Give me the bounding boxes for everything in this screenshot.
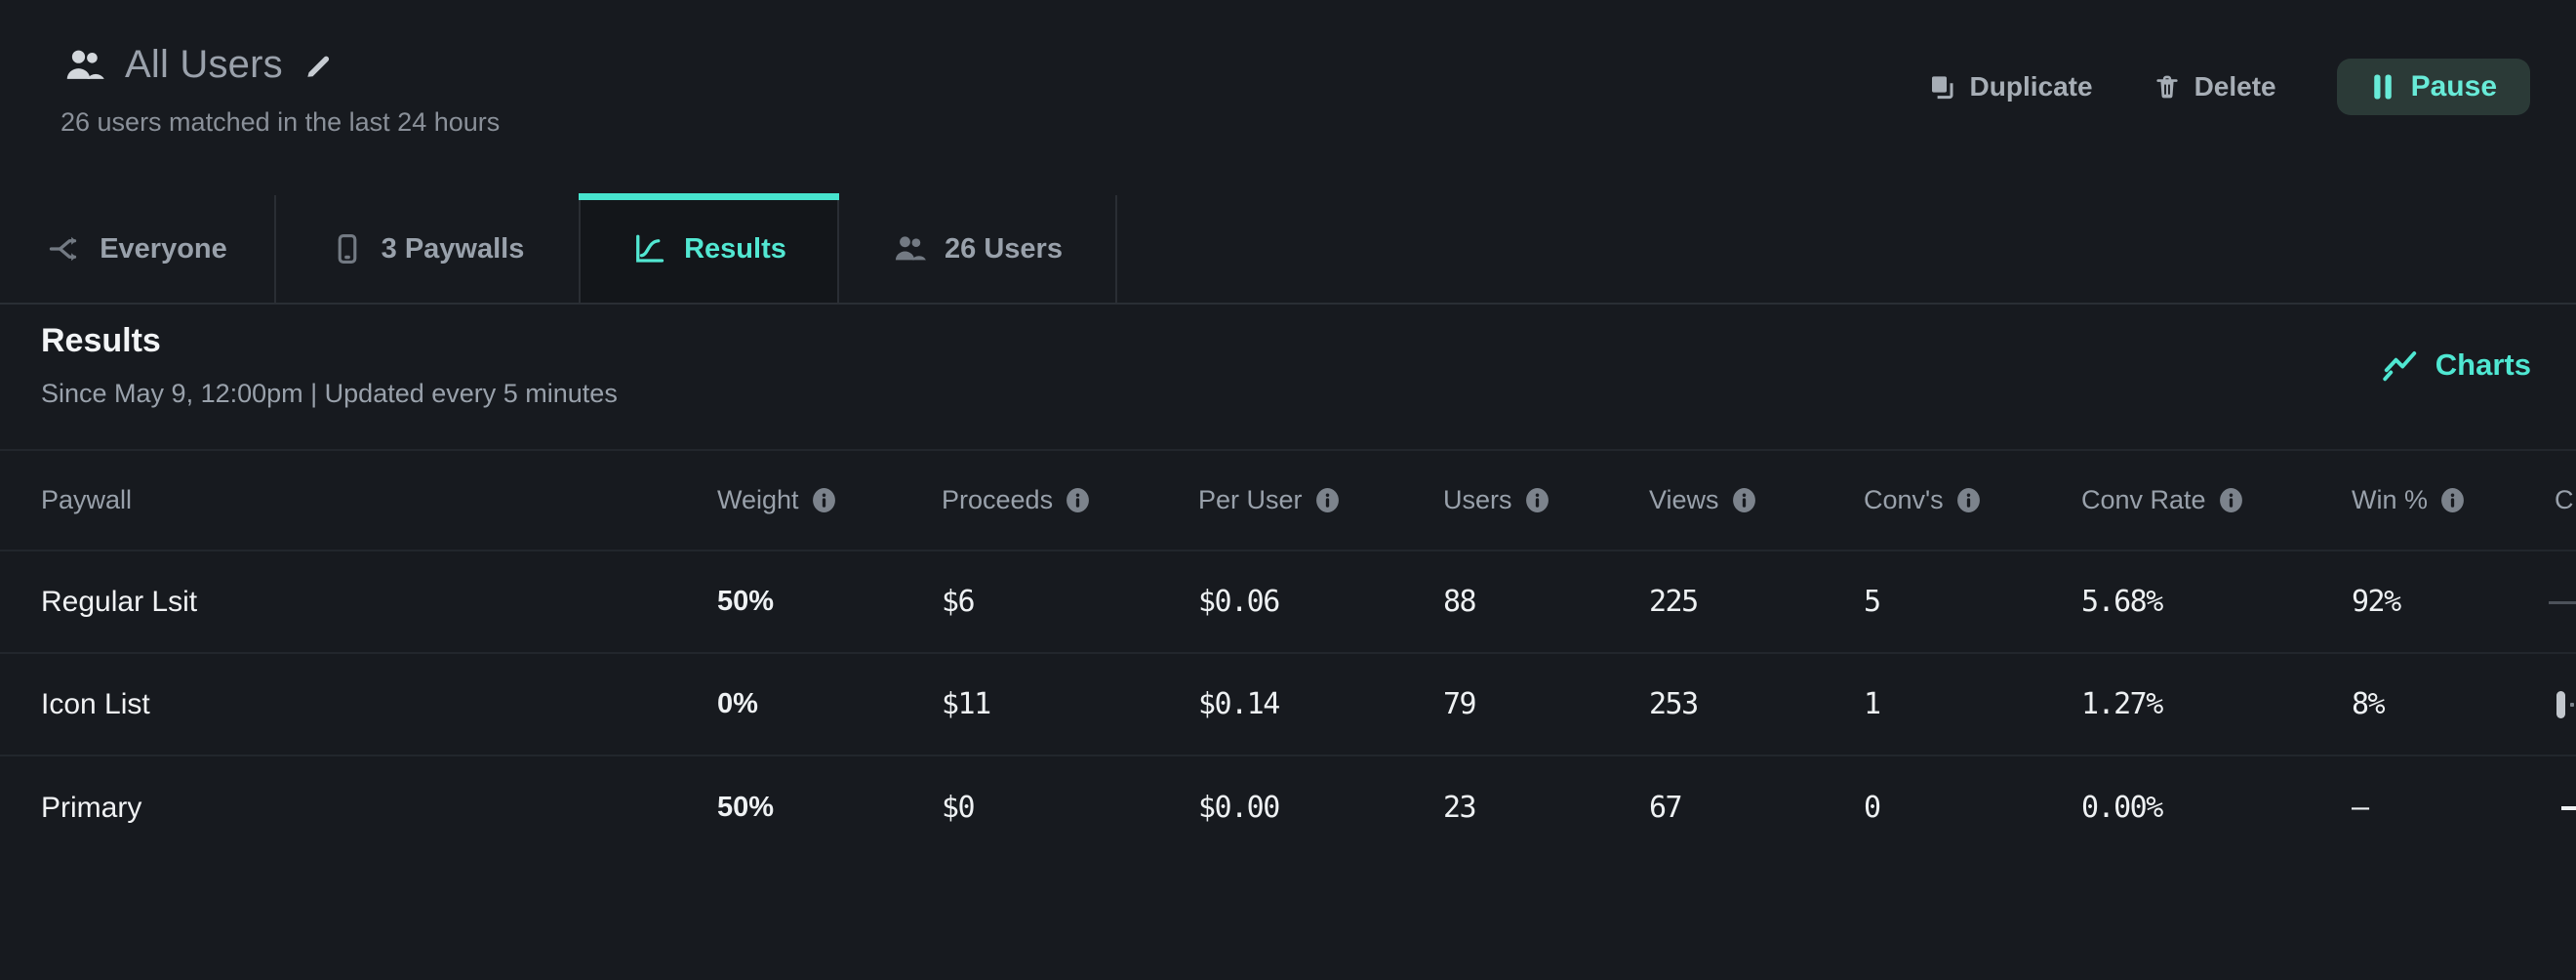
delete-label: Delete bbox=[2194, 71, 2276, 102]
users-icon bbox=[892, 231, 927, 266]
edit-pencil-icon[interactable] bbox=[302, 50, 334, 81]
results-table: Paywall Weight Proceeds Per User bbox=[0, 449, 2576, 859]
paywall-name: Primary bbox=[41, 791, 142, 824]
col-convs: Conv's bbox=[1864, 451, 2081, 550]
confidence-badge-fragment bbox=[2556, 690, 2565, 718]
table-row[interactable]: Primary 50% $0 $0.00 23 67 0 0.00% – bbox=[0, 756, 2576, 859]
results-section-header: Results Since May 9, 12:00pm | Updated e… bbox=[0, 305, 2576, 449]
per-user-value: $0.06 bbox=[1198, 585, 1280, 619]
weight-value: 50% bbox=[717, 792, 775, 823]
conv-rate-value: 1.27% bbox=[2081, 687, 2163, 721]
matched-users-subtitle: 26 users matched in the last 24 hours bbox=[60, 107, 501, 137]
proceeds-value: $0 bbox=[942, 791, 976, 825]
tab-everyone-label: Everyone bbox=[100, 232, 227, 265]
weight-value: 0% bbox=[717, 688, 758, 719]
phone-icon bbox=[331, 231, 364, 266]
confidence-cell-clipped bbox=[2549, 551, 2576, 652]
info-icon[interactable] bbox=[1315, 487, 1340, 513]
table-header-row: Paywall Weight Proceeds Per User bbox=[0, 449, 2576, 551]
charts-label: Charts bbox=[2435, 347, 2531, 382]
col-win-pct: Win % bbox=[2352, 451, 2555, 550]
trash-icon bbox=[2153, 72, 2181, 102]
win-pct-value: 92% bbox=[2352, 585, 2401, 619]
col-weight: Weight bbox=[717, 451, 942, 550]
header-actions: Duplicate Delete bbox=[1927, 59, 2530, 115]
weight-value: 50% bbox=[717, 586, 775, 617]
duplicate-icon bbox=[1927, 72, 1956, 102]
info-icon[interactable] bbox=[2219, 487, 2243, 513]
confidence-cell-clipped bbox=[2555, 654, 2576, 755]
tab-bar: Everyone 3 Paywalls Results bbox=[0, 193, 2576, 305]
info-icon[interactable] bbox=[1066, 487, 1090, 513]
col-per-user: Per User bbox=[1198, 451, 1443, 550]
conv-rate-value: 0.00% bbox=[2081, 791, 2163, 825]
duplicate-button[interactable]: Duplicate bbox=[1927, 71, 2093, 102]
confidence-cell-clipped bbox=[2555, 756, 2576, 859]
win-pct-value: 8% bbox=[2352, 687, 2386, 721]
proceeds-value: $11 bbox=[942, 687, 991, 721]
chart-curve-icon bbox=[631, 231, 666, 266]
tab-results-label: Results bbox=[684, 232, 786, 265]
info-icon[interactable] bbox=[1956, 487, 1981, 513]
users-value: 23 bbox=[1443, 791, 1477, 825]
chart-zigzag-icon bbox=[2381, 347, 2420, 383]
views-value: 225 bbox=[1649, 585, 1699, 619]
col-users: Users bbox=[1443, 451, 1649, 550]
users-icon bbox=[62, 44, 105, 87]
proceeds-value: $6 bbox=[942, 585, 976, 619]
per-user-value: $0.00 bbox=[1198, 791, 1280, 825]
page-title: All Users bbox=[125, 43, 283, 86]
pause-label: Pause bbox=[2410, 70, 2497, 102]
table-row[interactable]: Regular Lsit 50% $6 $0.06 88 225 5 5.68%… bbox=[0, 551, 2576, 654]
views-value: 253 bbox=[1649, 687, 1699, 721]
results-subtitle: Since May 9, 12:00pm | Updated every 5 m… bbox=[41, 379, 618, 408]
confidence-dash-fragment bbox=[2561, 805, 2576, 810]
delete-button[interactable]: Delete bbox=[2153, 71, 2276, 102]
col-paywall: Paywall bbox=[41, 485, 133, 514]
charts-button[interactable]: Charts bbox=[2381, 347, 2531, 383]
confidence-fragment bbox=[2549, 600, 2576, 604]
col-proceeds: Proceeds bbox=[942, 451, 1198, 550]
split-arrow-icon bbox=[47, 231, 82, 266]
info-icon[interactable] bbox=[1525, 487, 1550, 513]
results-title: Results bbox=[41, 322, 161, 359]
tab-everyone[interactable]: Everyone bbox=[0, 195, 276, 303]
confidence-dots-fragment bbox=[2570, 702, 2576, 707]
convs-value: 5 bbox=[1864, 585, 1881, 619]
paywall-name: Icon List bbox=[41, 687, 150, 720]
tab-paywalls-label: 3 Paywalls bbox=[381, 232, 525, 265]
tab-results[interactable]: Results bbox=[579, 193, 839, 303]
info-icon[interactable] bbox=[1732, 487, 1756, 513]
pause-button[interactable]: Pause bbox=[2336, 59, 2530, 115]
tab-26-users-label: 26 Users bbox=[945, 232, 1063, 265]
tab-paywalls[interactable]: 3 Paywalls bbox=[276, 195, 581, 303]
duplicate-label: Duplicate bbox=[1969, 71, 2093, 102]
convs-value: 1 bbox=[1864, 687, 1881, 721]
win-pct-value: – bbox=[2352, 791, 2369, 825]
table-row[interactable]: Icon List 0% $11 $0.14 79 253 1 1.27% 8% bbox=[0, 654, 2576, 756]
page-header: All Users 26 users matched in the last 2… bbox=[0, 0, 2576, 195]
users-value: 88 bbox=[1443, 585, 1477, 619]
convs-value: 0 bbox=[1864, 791, 1881, 825]
paywall-name: Regular Lsit bbox=[41, 585, 198, 618]
col-conv-rate: Conv Rate bbox=[2081, 451, 2352, 550]
info-icon[interactable] bbox=[2440, 487, 2465, 513]
views-value: 67 bbox=[1649, 791, 1683, 825]
per-user-value: $0.14 bbox=[1198, 687, 1280, 721]
info-icon[interactable] bbox=[812, 487, 836, 513]
pause-icon bbox=[2370, 72, 2395, 102]
conv-rate-value: 5.68% bbox=[2081, 585, 2163, 619]
col-confidence-clipped: C bbox=[2555, 485, 2574, 514]
users-value: 79 bbox=[1443, 687, 1477, 721]
col-views: Views bbox=[1649, 451, 1864, 550]
tab-26-users[interactable]: 26 Users bbox=[839, 195, 1117, 303]
